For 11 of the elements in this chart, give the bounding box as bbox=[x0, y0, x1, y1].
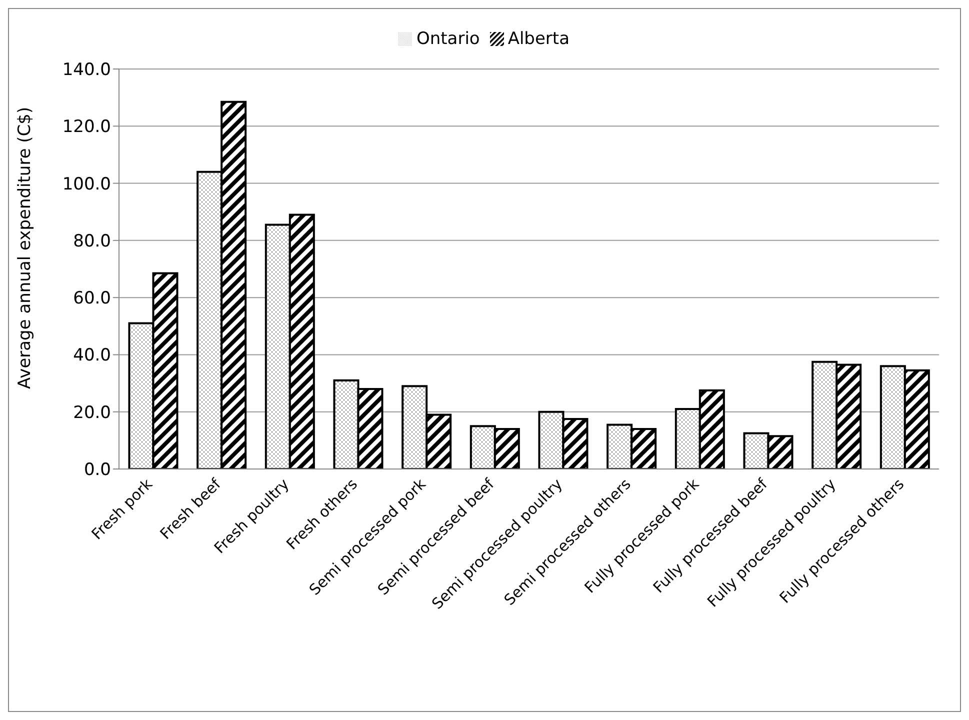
y-tick-label: 140.0 bbox=[62, 60, 111, 80]
y-tick-label: 40.0 bbox=[73, 346, 111, 366]
legend-label: Alberta bbox=[508, 29, 570, 49]
y-tick-label: 80.0 bbox=[73, 231, 111, 252]
legend-label: Ontario bbox=[416, 29, 480, 49]
y-tick-label: 0.0 bbox=[84, 460, 111, 480]
y-tick-label: 20.0 bbox=[73, 402, 111, 423]
y-tick-label: 60.0 bbox=[73, 288, 111, 309]
y-tick-label: 120.0 bbox=[62, 117, 111, 138]
y-tick-label: 100.0 bbox=[62, 174, 111, 194]
y-axis-title: Average annual expenditure (C$) bbox=[15, 106, 36, 389]
